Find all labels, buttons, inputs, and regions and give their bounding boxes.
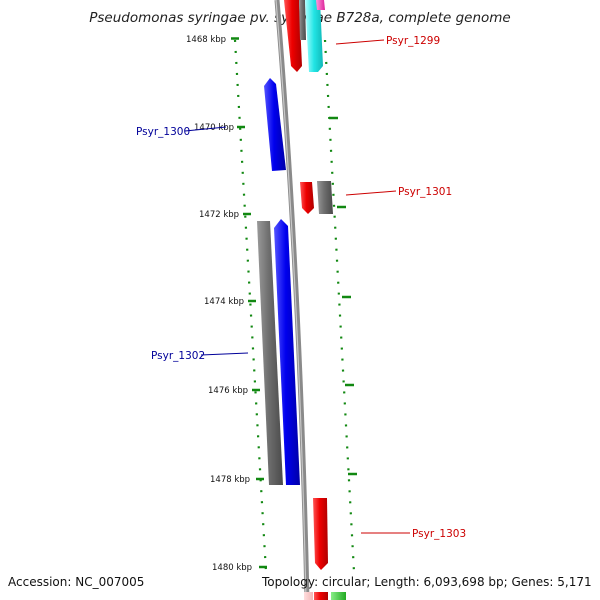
gene-arrow-pink[interactable] xyxy=(316,0,325,10)
tick-label: 1478 kbp xyxy=(210,475,250,485)
gene-label-psyr-1303[interactable]: Psyr_1303 xyxy=(412,528,466,540)
gene-features-inner xyxy=(257,78,300,485)
gene-label-psyr-1302[interactable]: Psyr_1302 xyxy=(151,350,205,362)
gene-arrow-gray-inner[interactable] xyxy=(257,221,283,485)
tick-label: 1480 kbp xyxy=(212,563,252,573)
outer-dotted-track-left xyxy=(233,39,268,573)
major-tick-marks xyxy=(231,37,357,569)
gene-features-outer xyxy=(284,0,346,600)
gene-arrow-psyr-1301[interactable] xyxy=(300,182,314,214)
outer-dotted-track-right xyxy=(323,39,356,573)
tick-label: 1468 kbp xyxy=(186,35,226,45)
leader-lines xyxy=(184,39,410,534)
gene-arrow-cyan[interactable] xyxy=(305,0,323,72)
gene-label-psyr-1301[interactable]: Psyr_1301 xyxy=(398,186,452,198)
genome-backbone xyxy=(274,0,310,600)
gene-arrow-light-pink[interactable] xyxy=(304,592,313,600)
gene-arrow-psyr-1300[interactable] xyxy=(264,78,286,171)
gene-label-psyr-1300[interactable]: Psyr_1300 xyxy=(136,126,190,138)
topology-label: Topology: circular; Length: 6,093,698 bp… xyxy=(262,575,592,589)
gene-labels: Psyr_1299 Psyr_1300 Psyr_1301 Psyr_1302 … xyxy=(136,35,466,540)
tick-label: 1472 kbp xyxy=(199,210,239,220)
gene-arrow-green-bottom[interactable] xyxy=(331,592,346,600)
gene-arrow-gray-top[interactable] xyxy=(299,0,306,40)
gene-label-psyr-1299[interactable]: Psyr_1299 xyxy=(386,35,440,47)
gene-arrow-psyr-1302[interactable] xyxy=(274,219,300,485)
tick-label: 1474 kbp xyxy=(204,297,244,307)
gene-arrow-red-bottom[interactable] xyxy=(314,592,328,600)
tick-label: 1476 kbp xyxy=(208,386,248,396)
gene-arrow-psyr-1299[interactable] xyxy=(284,0,302,72)
accession-label: Accession: NC_007005 xyxy=(8,575,145,589)
gene-arrow-gray-mid[interactable] xyxy=(317,181,333,214)
gene-arrow-psyr-1303[interactable] xyxy=(313,498,328,570)
tick-labels: 1468 kbp 1470 kbp 1472 kbp 1474 kbp 1476… xyxy=(186,35,252,573)
